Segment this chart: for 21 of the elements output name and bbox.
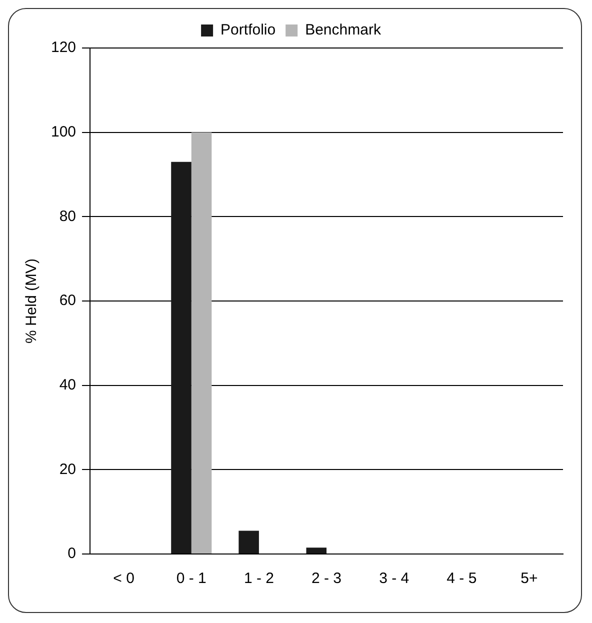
x-tick-label: 0 - 1: [176, 570, 206, 588]
bar: [238, 530, 259, 554]
y-tick-label: 100: [50, 123, 76, 140]
x-tick-label: 2 - 3: [312, 570, 342, 588]
x-tick-label: 5+: [520, 570, 538, 588]
y-tick-label: 80: [59, 208, 76, 225]
y-tick-label: 20: [59, 460, 76, 478]
x-tick-label: 1 - 2: [244, 570, 274, 588]
y-tick-label: 60: [59, 292, 76, 310]
legend-label: Portfolio: [220, 22, 276, 39]
y-tick-label: 120: [50, 39, 76, 56]
bar: [171, 162, 192, 554]
y-axis-title: % Held (MV): [23, 258, 40, 344]
x-tick-label: 3 - 4: [379, 570, 410, 588]
y-tick-label: 0: [68, 545, 76, 562]
x-tick-label: < 0: [113, 570, 134, 588]
x-tick-label: 4 - 5: [446, 570, 477, 588]
bar: [306, 548, 327, 554]
legend-label: Benchmark: [305, 22, 382, 39]
bar: [191, 132, 212, 554]
y-tick-label: 40: [59, 376, 76, 394]
